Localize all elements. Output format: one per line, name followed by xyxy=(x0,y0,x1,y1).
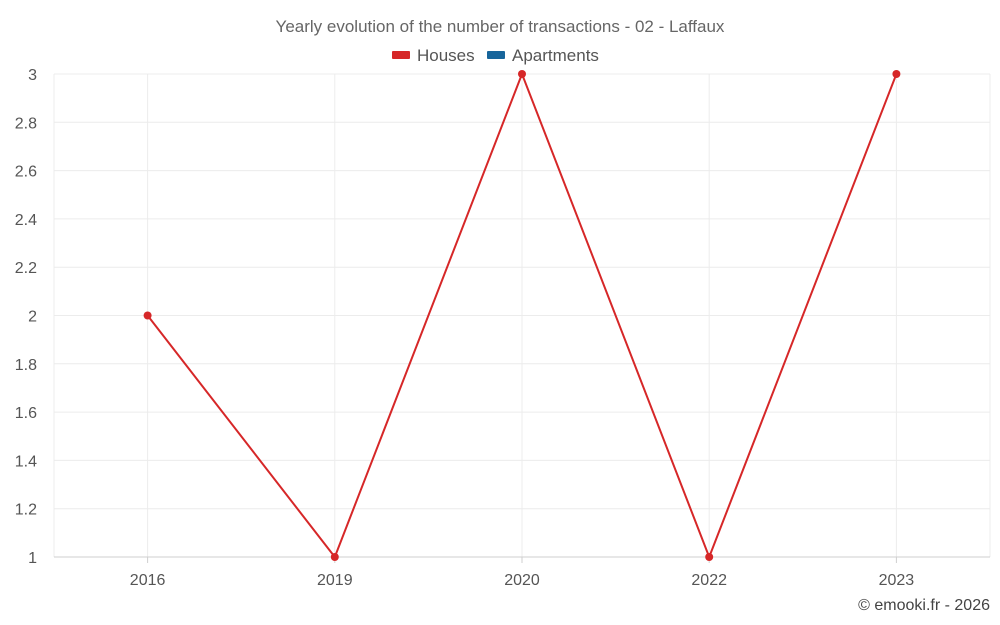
legend-label-houses: Houses xyxy=(417,46,475,65)
legend-swatch-houses xyxy=(392,51,410,59)
legend: Houses Apartments xyxy=(392,46,599,65)
y-tick-label: 2.2 xyxy=(15,260,37,277)
legend-item-apartments[interactable]: Apartments xyxy=(487,46,599,65)
x-tick-label: 2019 xyxy=(317,572,353,589)
y-tick-label: 2.8 xyxy=(15,115,37,132)
y-axis-ticks: 1 1.2 1.4 1.6 1.8 2 2.2 2.4 2.6 2.8 3 xyxy=(15,67,37,567)
data-point-houses xyxy=(330,553,339,561)
y-tick-label: 2.6 xyxy=(15,164,37,181)
y-tick-label: 1.8 xyxy=(15,357,37,374)
data-point-houses xyxy=(143,311,152,320)
y-tick-label: 2.4 xyxy=(15,212,37,229)
y-tick-label: 1.6 xyxy=(15,405,37,422)
x-tick-label: 2023 xyxy=(879,572,915,589)
y-tick-label: 1.4 xyxy=(15,453,37,470)
legend-swatch-apartments xyxy=(487,51,505,59)
legend-label-apartments: Apartments xyxy=(512,46,599,65)
y-tick-label: 3 xyxy=(28,67,37,84)
y-tick-label: 1 xyxy=(28,550,37,567)
legend-item-houses[interactable]: Houses xyxy=(392,46,475,65)
chart-title: Yearly evolution of the number of transa… xyxy=(276,17,725,36)
data-point-houses xyxy=(705,553,714,561)
data-point-houses xyxy=(518,70,526,78)
y-tick-label: 1.2 xyxy=(15,502,37,519)
x-tick-label: 2020 xyxy=(504,572,540,589)
series-houses xyxy=(143,70,901,561)
x-axis-ticks: 2016 2019 2020 2022 2023 xyxy=(130,557,914,589)
credit-text: © emooki.fr - 2026 xyxy=(858,597,990,614)
data-point-houses xyxy=(892,70,901,78)
grid xyxy=(53,73,991,558)
x-tick-label: 2016 xyxy=(130,572,166,589)
y-tick-label: 2 xyxy=(28,309,37,326)
x-tick-label: 2022 xyxy=(691,572,727,589)
